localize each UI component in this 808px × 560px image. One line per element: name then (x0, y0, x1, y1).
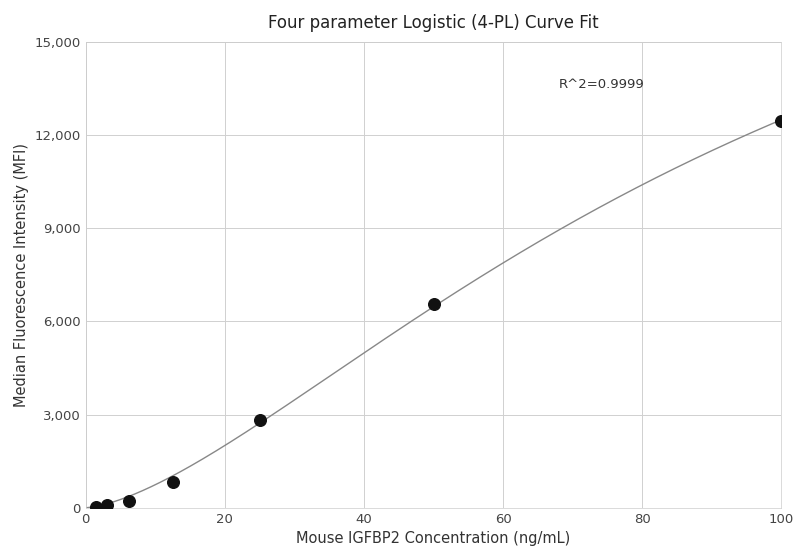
Y-axis label: Median Fluorescence Intensity (MFI): Median Fluorescence Intensity (MFI) (14, 143, 29, 407)
X-axis label: Mouse IGFBP2 Concentration (ng/mL): Mouse IGFBP2 Concentration (ng/mL) (297, 531, 570, 546)
Point (123, 497, 136, 506)
Title: Four parameter Logistic (4-PL) Curve Fit: Four parameter Logistic (4-PL) Curve Fit (268, 14, 599, 32)
Point (166, 478, 179, 487)
Text: R^2=0.9999: R^2=0.9999 (559, 78, 645, 91)
Point (775, 116, 788, 125)
Point (90, 502, 103, 511)
Point (101, 501, 114, 510)
Point (427, 300, 440, 309)
Point (253, 416, 266, 424)
